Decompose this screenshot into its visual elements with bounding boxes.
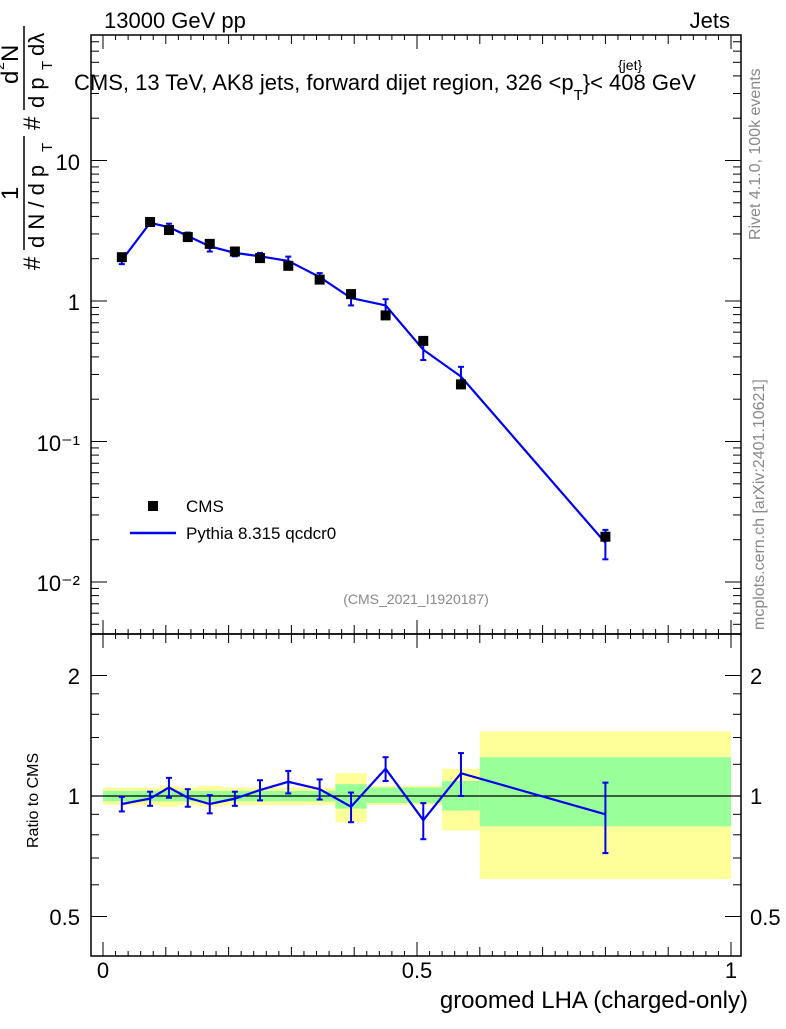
legend-mc-label: Pythia 8.315 qcdcr0	[186, 524, 336, 543]
cms-data-point	[346, 289, 357, 300]
plot-title: CMS, 13 TeV, AK8 jets, forward dijet reg…	[74, 70, 696, 104]
cms-data-point	[182, 232, 193, 243]
ratio-ytick-label-2-left: 2	[68, 664, 80, 689]
svg-text:#: #	[19, 116, 46, 130]
svg-text:d: d	[0, 71, 24, 84]
svg-text:2: 2	[0, 62, 7, 70]
ratio-ytick-label-1-left: 1	[68, 784, 80, 809]
xlabel: groomed LHA (charged-only)	[440, 987, 748, 1014]
analysis-watermark: (CMS_2021_I1920187)	[343, 591, 489, 607]
tick-labels: 10 1 10⁻¹ 10⁻² 2 1 0.5 2 1 0.5 0 0.5 1	[37, 150, 781, 983]
plot-title-main: CMS, 13 TeV, AK8 jets, forward dijet reg…	[74, 70, 574, 95]
svg-text:d p: d p	[24, 77, 49, 108]
svg-text:#: #	[19, 256, 46, 270]
ytick-label-10: 10	[56, 150, 80, 175]
plot-title-sub: T	[574, 87, 583, 104]
legend-cms-label: CMS	[186, 497, 224, 516]
cms-data-point	[314, 274, 325, 285]
svg-text:T: T	[39, 61, 56, 70]
ratio-frame-border	[90, 633, 742, 957]
cms-data-point	[455, 379, 466, 390]
svg-text:N: N	[0, 45, 24, 62]
rivet-label: Rivet 4.1.0, 100k events	[747, 68, 764, 240]
main-frame-border	[90, 34, 742, 635]
svg-text:T: T	[39, 143, 56, 152]
plot-title-tail: }< 408 GeV	[583, 70, 696, 95]
xtick-label-0p5: 0.5	[402, 958, 433, 983]
green-band-segment	[366, 787, 405, 804]
cms-data-point	[600, 531, 611, 542]
ratio-line	[121, 766, 606, 823]
xtick-label-0: 0	[97, 958, 109, 983]
main-panel	[90, 34, 742, 635]
cms-data-point	[255, 253, 265, 264]
svg-text:1: 1	[0, 187, 24, 200]
svg-text:d N / d p: d N / d p	[24, 165, 49, 248]
ratio-ylabel: Ratio to CMS	[25, 753, 42, 848]
ratio-panel	[90, 633, 742, 957]
source-label: mcplots.cern.ch [arXiv:2401.10621]	[751, 379, 768, 630]
energy-label: 13000 GeV pp	[104, 8, 246, 33]
cms-data-point	[204, 238, 215, 249]
cms-data-point	[163, 225, 174, 236]
ratio-ytick-label-2-right: 2	[750, 664, 762, 689]
mc-line	[120, 221, 607, 544]
svg-text:dλ: dλ	[24, 33, 49, 56]
ytick-label-1: 1	[68, 290, 80, 315]
ratio-ytick-label-1-right: 1	[750, 784, 762, 809]
legend-cms-marker	[148, 501, 158, 511]
cms-data-point	[380, 310, 391, 321]
ytick-label-0p1: 10⁻¹	[37, 431, 80, 456]
plot-title-sup: {jet}	[618, 57, 642, 73]
cms-data-point	[145, 216, 156, 227]
cms-data-point	[229, 246, 240, 257]
green-band-segment	[404, 787, 443, 804]
cms-data-point	[283, 260, 294, 271]
category-label: Jets	[690, 8, 730, 33]
main-ylabel: # d N / d p T 1 # d p T dλ d 2 N	[0, 26, 56, 270]
xtick-label-1: 1	[725, 958, 737, 983]
ratio-ytick-label-0p5-left: 0.5	[49, 905, 80, 930]
ytick-label-0p01: 10⁻²	[37, 571, 80, 596]
cms-data-point	[116, 252, 127, 263]
ratio-ytick-label-0p5-right: 0.5	[750, 905, 781, 930]
legend: CMS Pythia 8.315 qcdcr0	[130, 497, 336, 543]
cms-data-point	[418, 335, 429, 346]
